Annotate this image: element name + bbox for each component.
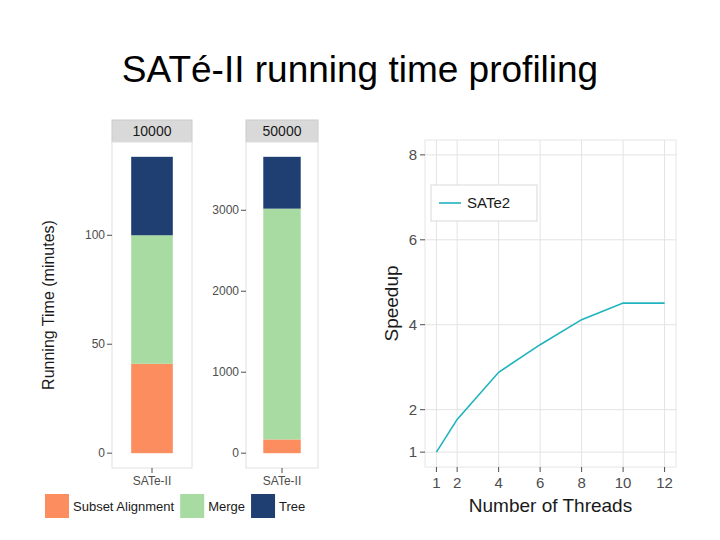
- y-tick: [107, 453, 112, 454]
- x-tick: [152, 468, 153, 473]
- series-line: [436, 303, 664, 452]
- grid-line: [581, 140, 582, 467]
- bar-segment: Subset Alignment: [131, 364, 173, 453]
- x-tick-label: SATe-II: [133, 474, 171, 488]
- y-tick: [107, 235, 112, 236]
- grid-line: [540, 140, 541, 467]
- legend-label: Tree: [279, 499, 305, 514]
- legend-label: SATe2: [467, 194, 510, 211]
- legend-swatch: [180, 494, 204, 518]
- bar-segment: Merge: [263, 209, 300, 440]
- y-tick-label: 0: [232, 446, 239, 460]
- y-tick-label: 1000: [212, 365, 239, 379]
- plot-frame: [425, 140, 676, 467]
- lines: [436, 303, 664, 452]
- y-tick-label: 2000: [212, 284, 239, 298]
- legend-swatch: [45, 494, 69, 518]
- grid-line: [425, 452, 676, 453]
- slide: SATé-II running time profiling1000005010…: [0, 0, 720, 540]
- legend-label: Subset Alignment: [73, 499, 175, 514]
- y-tick-label: 2: [409, 401, 417, 418]
- legend-swatch: [251, 494, 275, 518]
- y-tick: [241, 453, 246, 454]
- y-tick-label: 100: [85, 228, 105, 242]
- x-tick-label: 12: [656, 474, 673, 491]
- y-tick-label: 4: [409, 316, 417, 333]
- panel-frame: [246, 142, 318, 468]
- legend-box: [431, 185, 537, 221]
- x-tick: [498, 467, 499, 472]
- x-tick: [664, 467, 665, 472]
- x-tick: [581, 467, 582, 472]
- y-axis-label: Running Time (minutes): [40, 220, 57, 390]
- y-tick-label: 6: [409, 231, 417, 248]
- x-tick-label: 1: [432, 474, 440, 491]
- y-tick: [420, 452, 425, 453]
- x-axis-label: Number of Threads: [469, 495, 632, 516]
- grid-line: [425, 324, 676, 325]
- y-tick-label: 50: [92, 337, 106, 351]
- y-tick: [241, 210, 246, 211]
- panel-frame: [112, 142, 192, 468]
- y-tick: [420, 154, 425, 155]
- bar-segment: Tree: [263, 157, 300, 209]
- x-tick: [623, 467, 624, 472]
- y-axis-label: Speedup: [381, 265, 402, 341]
- facet-strip: [246, 120, 318, 142]
- bar-segment: Tree: [131, 157, 173, 235]
- bars: Subset AlignmentMergeTree: [263, 157, 300, 453]
- facet-label: 50000: [263, 123, 302, 139]
- facet-label: 10000: [133, 123, 172, 139]
- grid-line: [425, 239, 676, 240]
- y-tick-label: 8: [409, 146, 417, 163]
- x-tick-label: SATe-II: [263, 474, 301, 488]
- x-tick-label: 10: [615, 474, 632, 491]
- x-tick: [436, 467, 437, 472]
- slide-title: SATé-II running time profiling: [122, 49, 598, 90]
- y-tick-label: 1: [409, 443, 417, 460]
- x-tick-label: 8: [577, 474, 585, 491]
- bar-segment: Merge: [131, 235, 173, 364]
- grid-line: [425, 154, 676, 155]
- x-tick: [540, 467, 541, 472]
- y-tick-label: 3000: [212, 203, 239, 217]
- x-tick-label: 2: [453, 474, 461, 491]
- y-tick: [420, 239, 425, 240]
- bar-segment: Subset Alignment: [263, 439, 300, 453]
- x-tick: [457, 467, 458, 472]
- x-tick-label: 6: [536, 474, 544, 491]
- y-tick: [420, 409, 425, 410]
- legend-line: [439, 202, 461, 204]
- x-tick: [282, 468, 283, 473]
- bars: Subset AlignmentMergeTree: [131, 157, 173, 453]
- y-tick: [241, 372, 246, 373]
- facet-strip: [112, 120, 192, 142]
- y-tick: [420, 324, 425, 325]
- y-tick: [107, 344, 112, 345]
- grid-line: [425, 409, 676, 410]
- y-tick-label: 0: [98, 446, 105, 460]
- x-tick-label: 4: [494, 474, 502, 491]
- y-tick: [241, 291, 246, 292]
- legend-label: Merge: [208, 499, 245, 514]
